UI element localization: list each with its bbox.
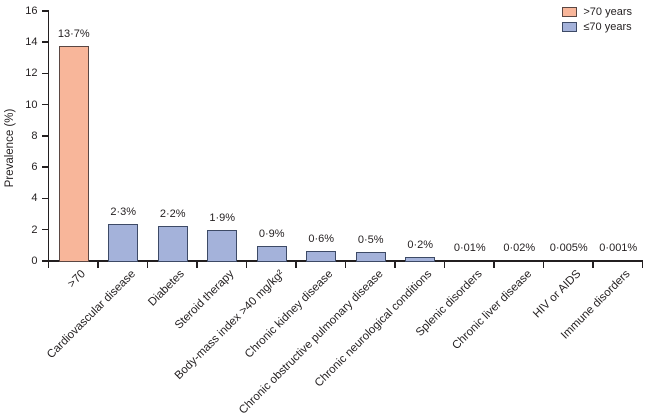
x-tick: [394, 261, 396, 268]
y-tick-label: 0: [31, 254, 38, 267]
x-tick: [344, 261, 346, 268]
bar-value-label: 0·005%: [549, 241, 588, 254]
y-tick: [41, 10, 48, 12]
y-tick: [41, 228, 48, 231]
legend-label-under70: ≤70 years: [583, 20, 632, 33]
y-tick: [41, 197, 48, 199]
y-tick: [41, 166, 48, 168]
bar: [108, 224, 139, 262]
y-tick-label: 4: [31, 192, 38, 205]
x-tick: [245, 261, 247, 268]
x-tick: [47, 261, 49, 268]
legend: >70 years ≤70 years: [562, 4, 632, 34]
legend-label-over70: >70 years: [583, 5, 632, 18]
bar: [256, 245, 287, 262]
bar-value-label: 0·2%: [407, 238, 434, 251]
x-tick: [196, 261, 198, 268]
bar-value-label: 0·001%: [599, 241, 638, 254]
bar: [405, 256, 436, 262]
x-tick: [146, 261, 148, 268]
y-tick: [41, 72, 48, 74]
bar: [355, 252, 386, 262]
x-tick: [443, 261, 445, 268]
x-tick: [295, 261, 297, 268]
bar: [306, 250, 337, 262]
bar-value-label: 13·7%: [57, 27, 90, 40]
bar-value-label: 2·2%: [159, 207, 186, 220]
y-tick: [41, 135, 48, 137]
y-tick: [41, 260, 48, 262]
bar: [207, 230, 238, 262]
x-category-label: >70: [65, 267, 89, 290]
legend-swatch-over70: [562, 6, 578, 17]
x-tick: [493, 261, 495, 268]
y-tick-label: 8: [31, 129, 38, 142]
x-category-label: Chronic kidney disease: [243, 267, 336, 361]
bar-value-label: 0·5%: [357, 234, 384, 247]
bar-value-label: 0·02%: [503, 241, 536, 254]
x-tick: [592, 261, 594, 268]
x-tick: [641, 261, 643, 268]
y-axis-title: Prevalence (%): [4, 108, 16, 188]
legend-entry-over70: >70 years: [562, 4, 632, 19]
x-category-label: Diabetes: [146, 267, 188, 309]
legend-swatch-under70: [562, 21, 578, 32]
bar-value-label: 2·3%: [110, 206, 137, 219]
y-tick: [41, 103, 48, 106]
bar-value-label: 1·9%: [209, 212, 236, 225]
y-tick-label: 6: [31, 161, 38, 173]
y-tick-label: 10: [25, 98, 38, 111]
bar-value-label: 0·9%: [258, 227, 285, 240]
bar-value-label: 0·6%: [308, 232, 335, 245]
y-tick-label: 2: [31, 223, 38, 236]
legend-entry-under70: ≤70 years: [562, 19, 632, 34]
y-tick-label: 16: [25, 4, 38, 17]
x-tick: [542, 261, 544, 268]
bar: [157, 225, 188, 262]
x-category-label: Cardiovascular disease: [44, 267, 138, 361]
y-tick-label: 12: [25, 67, 38, 80]
bar: [58, 45, 89, 262]
y-axis-line: [47, 10, 49, 262]
x-tick: [97, 261, 99, 268]
bar-value-label: 0·01%: [453, 241, 486, 254]
x-category-label: HIV or AIDS: [530, 267, 584, 320]
y-tick: [41, 41, 48, 43]
y-tick-label: 14: [25, 36, 38, 48]
x-axis-line: [47, 260, 643, 262]
